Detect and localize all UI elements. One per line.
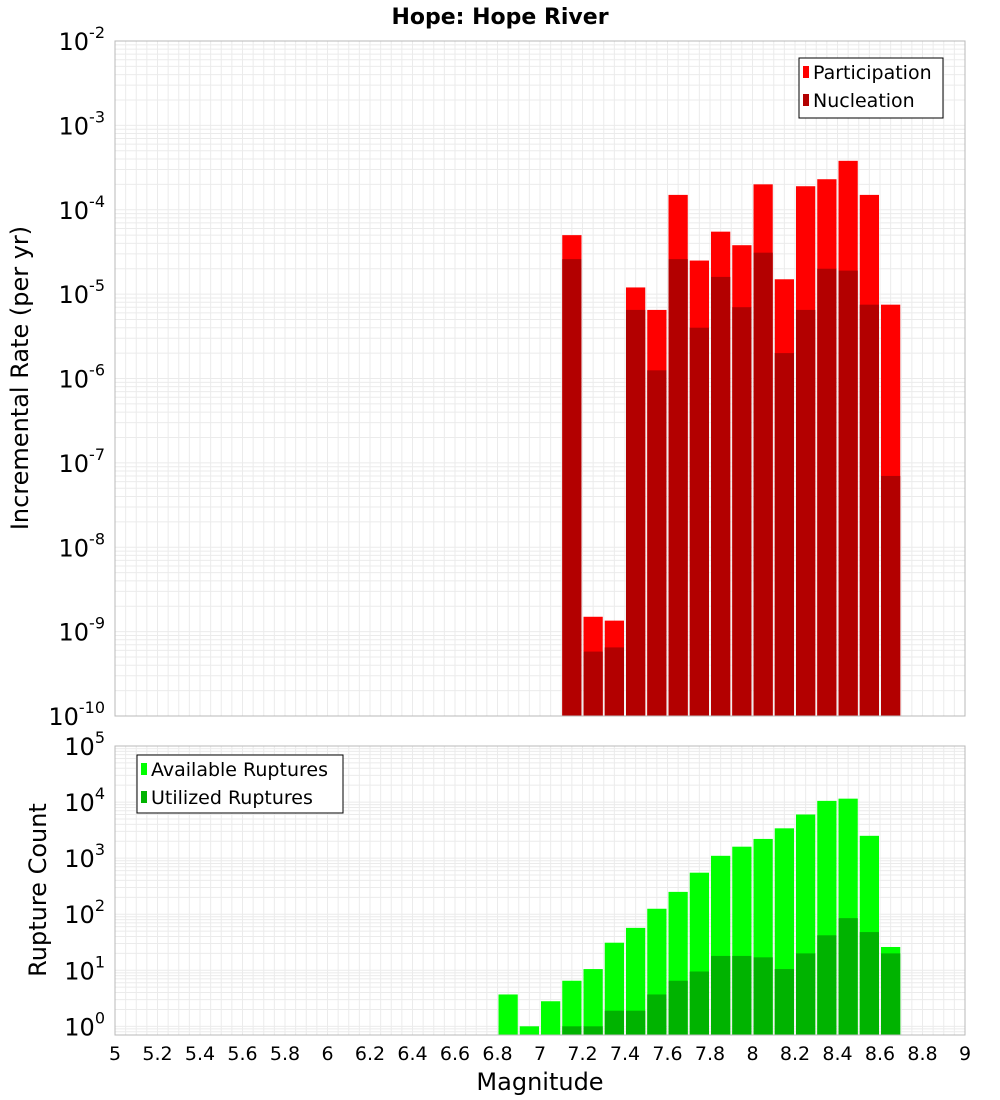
rate-legend bbox=[798, 57, 944, 119]
x-tick-label: 5 bbox=[109, 1043, 121, 1065]
rate-y-tick-label: 10-5 bbox=[59, 276, 106, 309]
count-bar-b-11 bbox=[796, 953, 816, 1035]
rate-legend-swatch-1 bbox=[803, 94, 809, 106]
count-bar-b-5 bbox=[668, 980, 688, 1035]
rate-bar-b-12 bbox=[817, 268, 837, 716]
count-bar-b-0 bbox=[562, 1026, 582, 1035]
count-bar-a-4 bbox=[583, 969, 603, 1035]
x-tick-label: 7.2 bbox=[567, 1043, 597, 1065]
count-plot-frame bbox=[114, 745, 966, 1036]
x-tick-label: 6 bbox=[321, 1043, 333, 1065]
rate-bar-b-7 bbox=[711, 276, 731, 716]
x-tick-label: 7 bbox=[534, 1043, 546, 1065]
rate-bar-b-2 bbox=[604, 647, 624, 716]
chart-title: Hope: Hope River bbox=[391, 5, 608, 30]
rate-legend-label-0: Participation bbox=[813, 62, 932, 84]
x-tick-label: 7.4 bbox=[610, 1043, 640, 1065]
count-bar-b-3 bbox=[626, 1010, 646, 1035]
count-bar-b-14 bbox=[859, 932, 879, 1035]
x-tick-label: 7.8 bbox=[695, 1043, 725, 1065]
x-tick-label: 5.2 bbox=[142, 1043, 172, 1065]
count-bar-b-2 bbox=[604, 1010, 624, 1035]
rate-legend-swatch-0 bbox=[803, 66, 809, 78]
rate-bar-b-14 bbox=[859, 304, 879, 716]
count-legend-label-0: Available Ruptures bbox=[151, 759, 328, 781]
rate-bar-b-5 bbox=[668, 259, 688, 716]
rate-bar-b-8 bbox=[732, 307, 752, 716]
count-bar-a-3 bbox=[562, 980, 582, 1035]
count-bar-b-12 bbox=[817, 935, 837, 1035]
rate-y-tick-label: 10-6 bbox=[59, 361, 106, 394]
rate-bar-b-11 bbox=[796, 309, 816, 716]
count-bar-b-8 bbox=[732, 955, 752, 1035]
rate-bar-b-9 bbox=[753, 252, 773, 716]
rate-y-tick-label: 10-4 bbox=[59, 192, 106, 225]
count-bar-b-4 bbox=[647, 994, 667, 1035]
rate-y-tick-label: 10-8 bbox=[59, 529, 106, 562]
rate-y-tick-label: 10-7 bbox=[59, 445, 106, 478]
x-tick-label: 6.4 bbox=[397, 1043, 427, 1065]
x-tick-label: 5.4 bbox=[185, 1043, 215, 1065]
count-y-tick-label: 102 bbox=[64, 896, 105, 929]
count-bar-a-0 bbox=[498, 994, 518, 1035]
x-tick-label: 6.2 bbox=[355, 1043, 385, 1065]
count-bar-b-10 bbox=[774, 969, 794, 1035]
rate-bar-b-13 bbox=[838, 270, 858, 716]
rate-bar-b-3 bbox=[626, 309, 646, 716]
x-tick-label: 7.6 bbox=[652, 1043, 682, 1065]
count-legend-label-1: Utilized Ruptures bbox=[151, 787, 313, 809]
count-legend bbox=[136, 754, 344, 814]
count-y-tick-label: 104 bbox=[64, 784, 105, 817]
count-y-tick-label: 103 bbox=[64, 840, 105, 873]
count-bar-a-1 bbox=[519, 1026, 539, 1035]
count-bar-a-6 bbox=[626, 927, 646, 1035]
rate-plot: 10-10 10-9 10-8 10-7 10-6 10-5 10-4 10-3 10-2 Par… bbox=[48, 23, 966, 731]
x-tick-label: 6.8 bbox=[482, 1043, 512, 1065]
x-tick-label: 8.6 bbox=[865, 1043, 895, 1065]
count-bar-b-1 bbox=[583, 1026, 603, 1035]
count-legend-swatch-1 bbox=[141, 791, 147, 803]
rate-bar-b-1 bbox=[583, 651, 603, 716]
bottom-y-axis-label: Rupture Count bbox=[24, 803, 52, 977]
rate-bar-b-10 bbox=[774, 353, 794, 716]
rate-y-tick-label: 10-2 bbox=[59, 23, 106, 56]
rupture-count-plot: 100 101 102 103 104 105 Available Ruptures Util… bbox=[64, 728, 971, 1065]
count-bar-b-15 bbox=[881, 953, 901, 1035]
rate-plot-frame bbox=[114, 40, 966, 717]
x-tick-label: 8 bbox=[746, 1043, 758, 1065]
count-y-tick-label: 105 bbox=[64, 728, 105, 761]
rate-bar-b-6 bbox=[689, 327, 709, 716]
rate-bar-b-4 bbox=[647, 370, 667, 716]
count-bar-b-13 bbox=[838, 918, 858, 1035]
rate-y-tick-label: 10-10 bbox=[48, 698, 105, 731]
rate-y-tick-label: 10-9 bbox=[59, 614, 106, 647]
rate-bar-b-15 bbox=[881, 475, 901, 716]
rate-y-tick-label: 10-3 bbox=[59, 107, 106, 140]
count-bar-b-9 bbox=[753, 957, 773, 1035]
x-tick-label: 6.6 bbox=[440, 1043, 470, 1065]
count-bar-b-6 bbox=[689, 971, 709, 1035]
x-tick-label: 8.8 bbox=[907, 1043, 937, 1065]
top-y-axis-label: Incremental Rate (per yr) bbox=[6, 226, 34, 530]
count-y-tick-label: 100 bbox=[64, 1008, 105, 1041]
count-bar-a-2 bbox=[541, 1001, 561, 1035]
x-axis-label: Magnitude bbox=[476, 1068, 603, 1096]
x-tick-label: 8.4 bbox=[822, 1043, 852, 1065]
count-y-tick-label: 101 bbox=[64, 952, 105, 985]
x-tick-label: 8.2 bbox=[780, 1043, 810, 1065]
x-tick-label: 5.8 bbox=[270, 1043, 300, 1065]
count-bar-b-7 bbox=[711, 955, 731, 1035]
rate-bar-b-0 bbox=[562, 259, 582, 716]
x-tick-label: 9 bbox=[959, 1043, 971, 1065]
count-legend-swatch-0 bbox=[141, 763, 147, 775]
rate-legend-label-1: Nucleation bbox=[813, 90, 915, 112]
x-tick-label: 5.6 bbox=[227, 1043, 257, 1065]
